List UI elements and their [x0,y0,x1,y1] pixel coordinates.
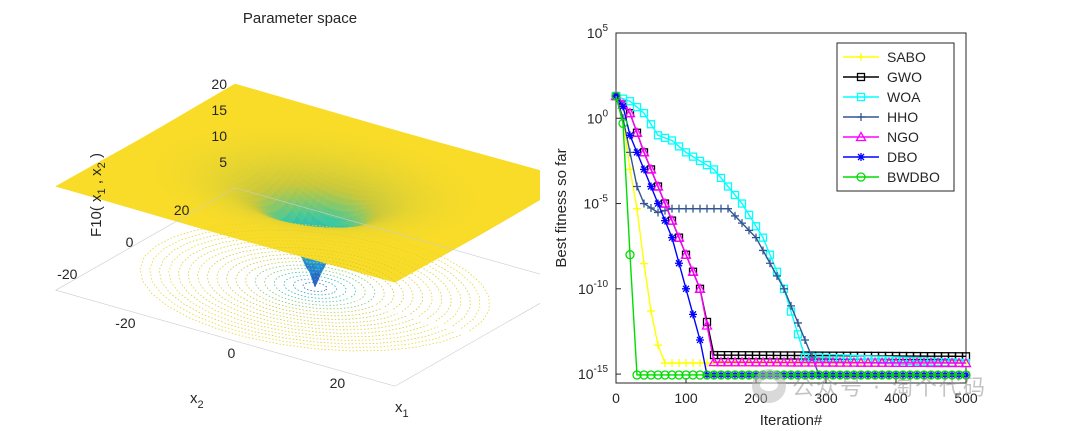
x-tick-label: 400 [884,390,908,406]
legend-label: SABO [887,49,926,65]
surface-mesh [55,83,540,288]
x-tick-label: 20 [330,375,346,391]
y-tick-label: 10-10 [578,279,608,297]
x-tick-label: -20 [115,315,135,331]
y-tick-label: 10-15 [578,364,608,382]
marker [668,233,676,242]
x-tick-label: 500 [954,390,978,406]
surface-z-label: F10( x1 , x2 ) [88,153,108,237]
legend-label: DBO [887,149,917,165]
surface-plot: 5 10 15 20 -20 0 20 -20 0 20 Parameter space F10(… [55,10,540,420]
z-tick-label: 15 [211,102,227,118]
y-tick-label: -20 [57,266,77,282]
y-tick-label: 20 [174,202,190,218]
x-tick-label: 0 [228,345,236,361]
marker [640,165,648,174]
marker [654,199,662,208]
y-tick-label: 0 [126,234,134,250]
convergence-y-label: Best fitness so far [553,148,570,267]
x-tick-label: 0 [612,390,620,406]
convergence-plot: 0 100 200 300 400 500 10-15 10-10 10-5 100 105 Ite… [553,23,978,429]
surface-x-label: x1 [395,399,409,420]
surface-cell [535,177,540,181]
y-tick-label: 105 [587,23,609,41]
legend-label: NGO [887,129,919,145]
x-tick-label: 100 [674,390,698,406]
marker [633,148,641,157]
marker [661,216,669,225]
surface-y-label: x2 [190,390,204,411]
y-tick-label: 10-5 [584,194,609,212]
marker [626,131,634,140]
legend-label: BWDBO [887,169,940,185]
marker [696,335,704,344]
marker [675,259,683,268]
x-tick-label: 200 [744,390,768,406]
z-tick-label: 20 [211,76,227,92]
convergence-x-label: Iteration# [760,412,823,429]
z-tick-label: 5 [219,154,227,170]
legend-label: GWO [887,69,922,85]
legend-label: HHO [887,109,918,125]
x-tick-label: 300 [814,390,838,406]
surface-cell [536,172,540,176]
marker [619,102,627,111]
legend: SABO GWO WOA HHO NGO DBO BWDBO [836,42,955,192]
surface-title: Parameter space [243,10,357,27]
legend-label: WOA [887,89,921,105]
y-tick-label: 100 [587,108,609,126]
z-tick-label: 10 [211,128,227,144]
marker [857,153,865,161]
marker [682,284,690,293]
marker [647,182,655,191]
marker [689,310,697,319]
